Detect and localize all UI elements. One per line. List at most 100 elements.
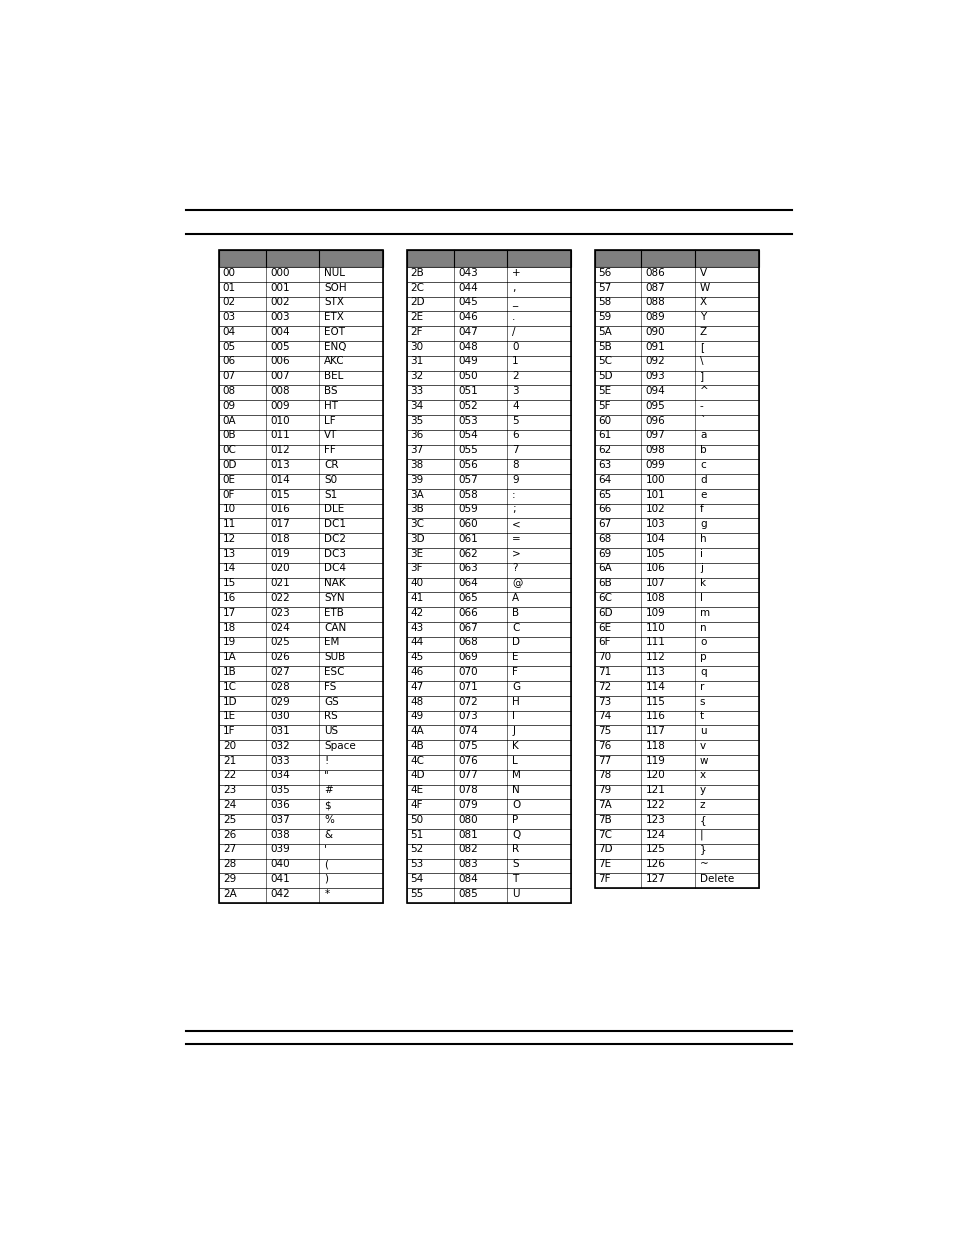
Bar xyxy=(406,267,571,282)
Text: Delete: Delete xyxy=(700,874,734,884)
Text: |: | xyxy=(700,829,702,840)
Text: ): ) xyxy=(324,874,328,884)
Text: e: e xyxy=(700,489,705,499)
Bar xyxy=(219,622,383,637)
Text: 093: 093 xyxy=(645,372,665,382)
Text: 059: 059 xyxy=(457,504,477,514)
Bar xyxy=(594,622,758,637)
Text: j: j xyxy=(700,563,702,573)
Text: 070: 070 xyxy=(457,667,477,677)
Text: 76: 76 xyxy=(598,741,611,751)
Text: 45: 45 xyxy=(410,652,423,662)
Text: 25: 25 xyxy=(223,815,235,825)
Text: 016: 016 xyxy=(270,504,290,514)
Text: 092: 092 xyxy=(645,357,665,367)
Text: Q: Q xyxy=(512,830,519,840)
Text: 1C: 1C xyxy=(223,682,236,692)
Text: 04: 04 xyxy=(223,327,235,337)
Text: 59: 59 xyxy=(598,312,611,322)
Text: 003: 003 xyxy=(270,312,290,322)
Text: 5E: 5E xyxy=(598,387,611,396)
Text: 004: 004 xyxy=(270,327,290,337)
Bar xyxy=(594,282,758,296)
Text: 096: 096 xyxy=(645,416,665,426)
Text: 029: 029 xyxy=(270,697,290,706)
Text: 094: 094 xyxy=(645,387,665,396)
Bar xyxy=(406,385,571,400)
Bar xyxy=(219,844,383,858)
Text: 079: 079 xyxy=(457,800,477,810)
Text: #: # xyxy=(324,785,333,795)
Bar xyxy=(406,415,571,430)
Text: [: [ xyxy=(700,342,703,352)
Bar xyxy=(219,282,383,296)
Text: V: V xyxy=(700,268,706,278)
Text: 56: 56 xyxy=(598,268,611,278)
Bar xyxy=(219,667,383,682)
Bar xyxy=(406,608,571,622)
Text: 30: 30 xyxy=(410,342,423,352)
Text: 8: 8 xyxy=(512,459,518,471)
Text: s: s xyxy=(700,697,704,706)
Text: 0B: 0B xyxy=(223,430,236,441)
Bar xyxy=(406,784,571,799)
Text: 036: 036 xyxy=(270,800,290,810)
Text: 17: 17 xyxy=(223,608,235,618)
Bar xyxy=(594,400,758,415)
Text: EM: EM xyxy=(324,637,339,647)
Text: S1: S1 xyxy=(324,489,337,499)
Bar xyxy=(219,563,383,578)
Text: 062: 062 xyxy=(457,548,477,558)
Text: P: P xyxy=(512,815,517,825)
Text: VT: VT xyxy=(324,430,337,441)
Text: t: t xyxy=(700,711,703,721)
Bar xyxy=(594,799,758,814)
Text: 73: 73 xyxy=(598,697,611,706)
Bar xyxy=(406,445,571,459)
Bar xyxy=(406,489,571,504)
Text: NUL: NUL xyxy=(324,268,345,278)
Bar xyxy=(594,608,758,622)
Bar xyxy=(594,652,758,667)
Text: 058: 058 xyxy=(457,489,477,499)
Text: /: / xyxy=(512,327,515,337)
Bar xyxy=(594,459,758,474)
Text: 28: 28 xyxy=(223,860,235,869)
Text: 46: 46 xyxy=(410,667,423,677)
Bar xyxy=(219,385,383,400)
Text: ~: ~ xyxy=(700,860,708,869)
Text: 64: 64 xyxy=(598,474,611,484)
Text: 4D: 4D xyxy=(410,771,425,781)
Text: r: r xyxy=(700,682,703,692)
Text: B: B xyxy=(512,608,518,618)
Text: 75: 75 xyxy=(598,726,611,736)
Text: 021: 021 xyxy=(270,578,290,588)
Bar xyxy=(594,489,758,504)
Text: 41: 41 xyxy=(410,593,423,603)
Bar xyxy=(406,519,571,534)
Text: 7A: 7A xyxy=(598,800,612,810)
Text: 2F: 2F xyxy=(410,327,423,337)
Bar xyxy=(594,755,758,769)
Text: 7E: 7E xyxy=(598,860,611,869)
Text: ETB: ETB xyxy=(324,608,344,618)
Text: S0: S0 xyxy=(324,474,337,484)
Text: GS: GS xyxy=(324,697,338,706)
Text: 038: 038 xyxy=(270,830,290,840)
Text: 2B: 2B xyxy=(410,268,424,278)
Bar xyxy=(594,296,758,311)
Bar xyxy=(219,341,383,356)
Bar xyxy=(594,370,758,385)
Bar xyxy=(406,652,571,667)
Text: c: c xyxy=(700,459,705,471)
Text: :: : xyxy=(512,489,516,499)
Text: 057: 057 xyxy=(457,474,477,484)
Text: 03: 03 xyxy=(223,312,235,322)
Bar xyxy=(219,267,383,282)
Text: =: = xyxy=(512,534,520,543)
Text: 54: 54 xyxy=(410,874,423,884)
Text: 027: 027 xyxy=(270,667,290,677)
Bar xyxy=(406,725,571,740)
Text: 3C: 3C xyxy=(410,519,424,529)
Text: 27: 27 xyxy=(223,845,235,855)
